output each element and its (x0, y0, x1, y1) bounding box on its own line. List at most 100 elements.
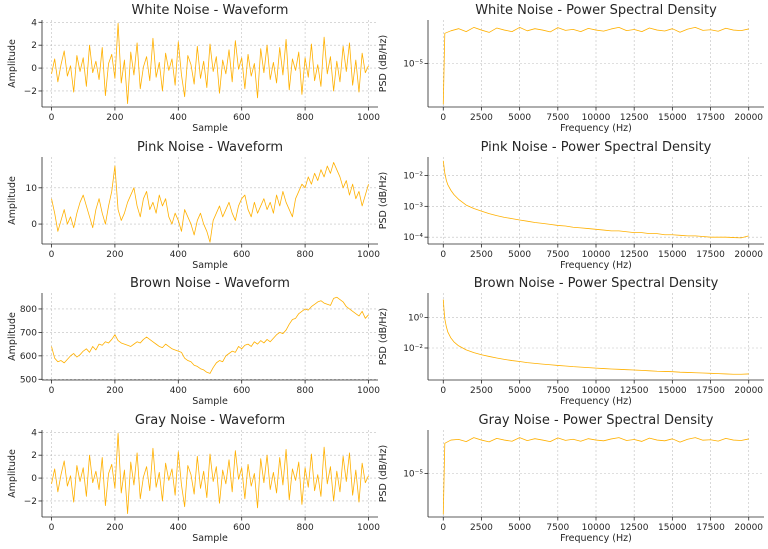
x-axis-label: Sample (192, 533, 228, 544)
subplot-title: Brown Noise - Waveform (130, 276, 290, 291)
subplot-title: White Noise - Waveform (132, 3, 289, 18)
x-tick-label: 800 (297, 250, 314, 260)
x-tick-label: 1000 (357, 523, 380, 533)
y-tick-label: 0 (31, 220, 37, 230)
x-tick-label: 12500 (620, 250, 649, 260)
series-line (51, 296, 369, 374)
y-axis-label: Amplitude (7, 312, 18, 361)
y-tick-label: 10⁻² (403, 172, 423, 182)
x-tick-label: 2500 (470, 523, 493, 533)
y-tick-label: 0 (31, 64, 37, 74)
subplot-title: White Noise - Power Spectral Density (475, 3, 717, 18)
x-tick-label: 2500 (470, 113, 493, 123)
x-axis-label: Frequency (Hz) (560, 260, 632, 271)
x-tick-label: 7500 (546, 386, 569, 396)
subplot-2: 0 2500 5000 7500 10000 12500 15000 17500 20000 10… (378, 3, 764, 134)
x-tick-label: 0 (49, 250, 55, 260)
subplot-5: 0 200 400 600 800 1000 500 600 700 800 Brown Noise… (7, 276, 380, 407)
y-tick-label: 10⁻⁵ (403, 60, 423, 70)
x-tick-label: 10000 (582, 386, 611, 396)
x-tick-label: 400 (170, 250, 187, 260)
x-tick-label: 1000 (357, 113, 380, 123)
series-line (51, 23, 369, 104)
subplot-title: Brown Noise - Power Spectral Density (474, 276, 719, 291)
series-line (51, 162, 369, 243)
y-tick-label: 4 (31, 18, 37, 28)
y-axis-label: PSD (dB/Hz) (378, 445, 389, 502)
x-tick-label: 1000 (357, 250, 380, 260)
y-tick-label: 2 (31, 41, 37, 51)
x-tick-label: 5000 (508, 523, 531, 533)
subplot-1: 0 200 400 600 800 1000 −2 0 2 4 White Noise - Wave… (7, 3, 380, 134)
y-tick-label: 2 (31, 451, 37, 461)
y-tick-label: 10⁰ (408, 313, 423, 323)
x-tick-label: 12500 (620, 523, 649, 533)
x-tick-label: 7500 (546, 523, 569, 533)
y-axis-label: PSD (dB/Hz) (378, 172, 389, 229)
x-tick-label: 10000 (582, 523, 611, 533)
x-tick-label: 0 (440, 386, 446, 396)
y-axis-label: Amplitude (7, 449, 18, 498)
subplot-8: 0 2500 5000 7500 10000 12500 15000 17500 20000 10… (378, 413, 764, 544)
x-tick-label: 0 (440, 113, 446, 123)
y-axis-label: Amplitude (7, 39, 18, 88)
y-axis-label: Amplitude (7, 176, 18, 225)
x-tick-label: 20000 (734, 113, 763, 123)
y-tick-label: 800 (20, 305, 37, 315)
x-tick-label: 15000 (658, 523, 687, 533)
series-line (442, 299, 749, 375)
y-tick-label: 10⁻³ (403, 202, 423, 212)
x-tick-label: 200 (106, 386, 123, 396)
x-axis-label: Frequency (Hz) (560, 396, 632, 407)
x-tick-label: 0 (49, 523, 55, 533)
y-tick-label: 10⁻⁵ (403, 470, 423, 480)
subplot-7: 0 200 400 600 800 1000 −2 0 2 4 Gray Noise - Wavef… (7, 413, 380, 544)
x-axis-label: Sample (192, 396, 228, 407)
x-tick-label: 10000 (582, 250, 611, 260)
y-tick-label: 0 (31, 474, 37, 484)
x-tick-label: 800 (297, 523, 314, 533)
x-tick-label: 17500 (696, 386, 725, 396)
x-tick-label: 600 (233, 250, 250, 260)
x-tick-label: 5000 (508, 113, 531, 123)
x-tick-label: 0 (440, 523, 446, 533)
y-tick-label: −2 (24, 87, 37, 97)
subplot-title: Gray Noise - Waveform (135, 413, 285, 428)
x-tick-label: 200 (106, 250, 123, 260)
subplot-6: 0 2500 5000 7500 10000 12500 15000 17500 20000 10… (378, 276, 764, 407)
x-tick-label: 5000 (508, 386, 531, 396)
x-tick-label: 1000 (357, 386, 380, 396)
y-tick-label: 10 (26, 184, 38, 194)
x-tick-label: 400 (170, 523, 187, 533)
x-tick-label: 10000 (582, 113, 611, 123)
series-line (51, 433, 369, 514)
x-tick-label: 20000 (734, 250, 763, 260)
y-axis-label: PSD (dB/Hz) (378, 308, 389, 365)
x-tick-label: 0 (49, 386, 55, 396)
x-tick-label: 800 (297, 113, 314, 123)
y-tick-label: 10⁻² (403, 344, 423, 354)
x-tick-label: 800 (297, 386, 314, 396)
series-line (442, 27, 749, 105)
x-tick-label: 400 (170, 386, 187, 396)
x-axis-label: Frequency (Hz) (560, 533, 632, 544)
x-axis-label: Sample (192, 123, 228, 134)
x-tick-label: 2500 (470, 250, 493, 260)
x-axis-label: Frequency (Hz) (560, 123, 632, 134)
y-tick-label: 700 (20, 328, 37, 338)
x-tick-label: 7500 (546, 250, 569, 260)
subplot-title: Pink Noise - Power Spectral Density (481, 140, 712, 155)
series-line (442, 437, 749, 515)
x-tick-label: 5000 (508, 250, 531, 260)
x-tick-label: 12500 (620, 386, 649, 396)
x-tick-label: 2500 (470, 386, 493, 396)
x-tick-label: 200 (106, 523, 123, 533)
x-tick-label: 12500 (620, 113, 649, 123)
y-axis-label: PSD (dB/Hz) (378, 35, 389, 92)
x-tick-label: 17500 (696, 523, 725, 533)
x-tick-label: 17500 (696, 250, 725, 260)
x-tick-label: 600 (233, 386, 250, 396)
x-tick-label: 400 (170, 113, 187, 123)
x-tick-label: 15000 (658, 250, 687, 260)
